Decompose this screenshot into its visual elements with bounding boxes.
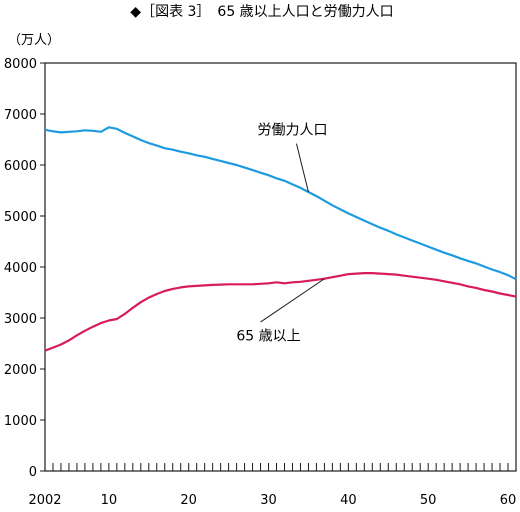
series-line-1: [44, 272, 517, 352]
y-tick-label: 6000: [4, 159, 37, 174]
y-tick-label: 7000: [4, 108, 37, 123]
x-tick-label: 30: [260, 493, 277, 508]
series-layer: [44, 126, 517, 352]
x-tick-label: 2002: [28, 493, 61, 508]
y-axis-ticks: 0 1000 2000 3000 4000 5000 6000 7000 8000: [4, 57, 45, 480]
x-tick-label: 50: [420, 493, 437, 508]
series-label-0: 労働力人口: [257, 122, 327, 138]
series-line-0: [44, 126, 517, 281]
x-tick-label: 10: [101, 493, 118, 508]
chart-title: ◆［図表 3］ 65 歳以上人口と労働力人口: [130, 4, 393, 20]
x-tick-label: 40: [340, 493, 357, 508]
y-tick-label: 3000: [4, 312, 37, 327]
x-tick-label: 60: [500, 493, 517, 508]
y-tick-label: 1000: [4, 414, 37, 429]
y-tick-label: 8000: [4, 57, 37, 72]
y-tick-label: 4000: [4, 261, 37, 276]
y-tick-label: 2000: [4, 363, 37, 378]
leader-line-0: [295, 143, 309, 193]
y-tick-label: 5000: [4, 210, 37, 225]
series-labels: 労働力人口 65 歳以上: [236, 122, 327, 344]
series-label-1: 65 歳以上: [236, 328, 300, 344]
x-tick-label: 20: [180, 493, 197, 508]
x-axis-ticks: 2002 10 20 30 40 50 60: [28, 463, 517, 508]
y-unit-label: （万人）: [8, 33, 60, 48]
leader-line-1: [260, 278, 325, 323]
y-tick-label: 0: [29, 465, 37, 480]
